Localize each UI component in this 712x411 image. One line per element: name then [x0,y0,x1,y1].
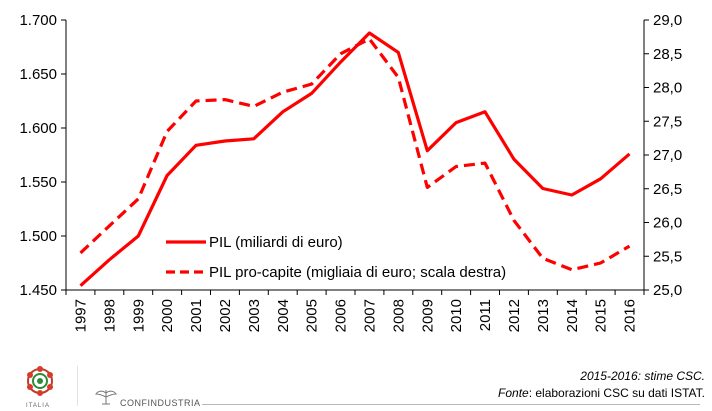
confindustria-eagle-icon [95,388,117,411]
x-axis-tick-label: 2016 [622,299,639,332]
chart-axes: 1.450 1.500 1.550 1.600 1.650 1.700 25,0 25,5 26… [19,12,682,332]
x-axis-tick-label: 2001 [188,299,205,332]
series-line-1 [79,31,631,287]
logo-separator [77,366,78,406]
right-axis-tick-label: 29,0 [653,12,682,29]
chart-legend: PIL (miliardi di euro) PIL pro-capite (mi… [166,234,506,281]
x-axis-tick-label: 2009 [419,299,436,332]
footer-rule [202,404,700,405]
chart-notes: 2015-2016: stime CSC. Fonte: elaborazion… [498,368,705,402]
x-axis-tick-label: 2004 [275,299,292,332]
x-axis-tick-label: 2008 [390,299,407,332]
italia-logo-icon [22,364,58,404]
x-axis-tick-label: 1998 [101,299,118,332]
x-axis-tick-label: 2005 [304,299,321,332]
legend-label-1: PIL (miliardi di euro) [209,234,343,251]
x-axis-tick-label: 2015 [593,299,610,332]
note-source-text: : elaborazioni CSC su dati ISTAT. [528,386,705,400]
legend-label-2: PIL pro-capite (migliaia di euro; scala … [209,264,506,281]
x-axis-tick-label: 2000 [159,299,176,332]
chart-series [79,31,631,287]
note-source: Fonte: elaborazioni CSC su dati ISTAT. [498,385,705,402]
x-axis-tick-label: 2011 [477,299,494,331]
italia-logo-text: ITALIA [26,403,50,409]
left-axis-tick-label: 1.650 [19,66,57,83]
right-axis-tick-label: 27,5 [653,113,682,130]
right-axis-tick-label: 26,5 [653,181,682,198]
series-line-2 [79,37,631,272]
x-axis-tick-label: 1997 [72,299,89,332]
x-axis-tick-label: 2002 [217,299,234,332]
right-axis-tick-label: 25,5 [653,248,682,265]
note-source-label: Fonte [498,386,529,400]
left-axis-tick-label: 1.600 [19,120,57,137]
x-axis-tick-label: 2014 [564,299,581,332]
chart: 1.450 1.500 1.550 1.600 1.650 1.700 25,0 25,5 26… [19,12,682,332]
x-axis-tick-label: 2010 [448,299,465,332]
left-axis-tick-label: 1.550 [19,174,57,191]
right-axis-tick-label: 25,0 [653,282,682,299]
x-axis-tick-label: 2013 [535,299,552,332]
right-axis-tick-label: 27,0 [653,147,682,164]
right-axis-tick-label: 26,0 [653,215,682,232]
x-axis-tick-label: 2012 [506,299,523,332]
right-axis-tick-label: 28,0 [653,80,682,97]
left-axis-tick-label: 1.700 [19,12,57,29]
confindustria-logo-text: CONFINDUSTRIA [120,398,201,408]
x-axis-tick-label: 2003 [246,299,263,332]
note-estimates: 2015-2016: stime CSC. [580,369,705,383]
x-axis-tick-label: 1999 [130,299,147,332]
left-axis-tick-label: 1.500 [19,228,57,245]
right-axis-tick-label: 28,5 [653,46,682,63]
x-axis-tick-label: 2006 [333,299,350,332]
left-axis-tick-label: 1.450 [19,282,57,299]
x-axis-tick-label: 2007 [361,299,378,332]
